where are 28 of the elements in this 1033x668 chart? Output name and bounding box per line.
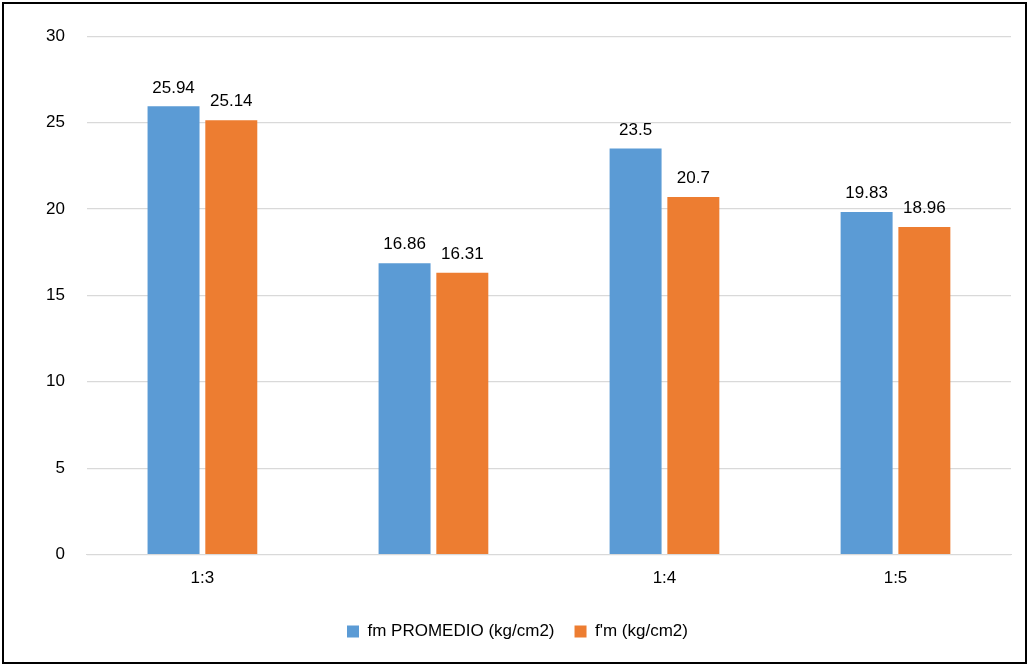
data-label: 25.94 bbox=[152, 77, 195, 97]
bar bbox=[898, 226, 951, 554]
bar bbox=[436, 272, 489, 554]
x-tick-label: 1:5 bbox=[883, 568, 908, 588]
y-tick-label: 5 bbox=[55, 457, 65, 477]
y-tick-label: 10 bbox=[45, 371, 65, 391]
data-label: 25.14 bbox=[210, 91, 253, 111]
bar bbox=[205, 120, 258, 554]
data-label: 20.7 bbox=[676, 168, 710, 188]
legend-label: fm PROMEDIO (kg/cm2) bbox=[367, 621, 555, 641]
bar bbox=[378, 263, 431, 554]
legend-label: f'm (kg/cm2) bbox=[595, 621, 688, 641]
data-label: 19.83 bbox=[845, 183, 888, 203]
y-tick-label: 15 bbox=[45, 285, 65, 305]
bar bbox=[840, 211, 893, 554]
data-label: 23.5 bbox=[619, 119, 653, 139]
data-label: 18.96 bbox=[903, 198, 946, 218]
y-tick-label: 0 bbox=[55, 544, 65, 564]
bar bbox=[667, 196, 720, 554]
data-label: 16.86 bbox=[383, 234, 426, 254]
y-tick-label: 30 bbox=[45, 25, 65, 45]
bar bbox=[609, 148, 662, 554]
data-label: 16.31 bbox=[441, 243, 484, 263]
y-tick-label: 20 bbox=[45, 198, 65, 218]
x-tick-label: 1:3 bbox=[190, 568, 215, 588]
y-tick-label: 25 bbox=[45, 112, 65, 132]
x-tick-label: 1:4 bbox=[652, 568, 677, 588]
bar bbox=[147, 106, 200, 554]
